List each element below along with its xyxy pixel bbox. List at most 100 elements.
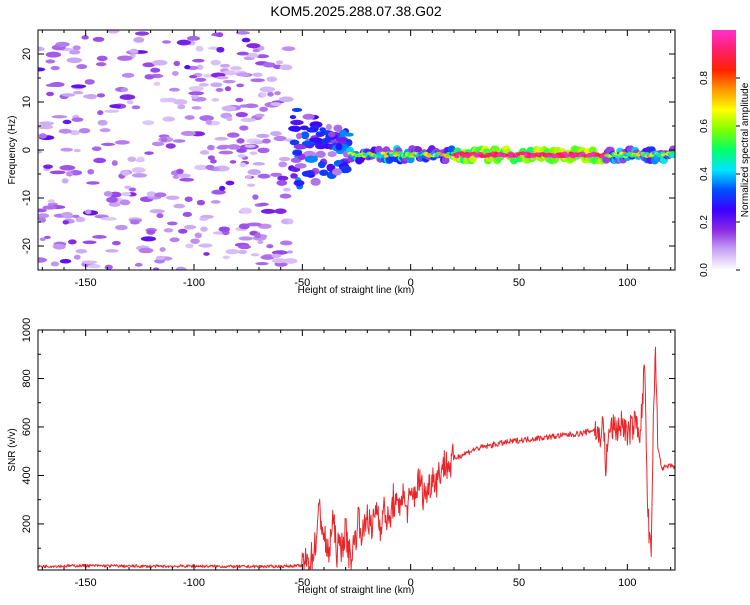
spectrogram-cell [130,220,140,225]
spectrogram-cell [93,157,107,164]
spectrogram-cell [280,240,293,246]
spectrogram-cell [149,209,165,214]
spectrogram-cell [95,62,107,67]
spectrogram-cell [155,255,165,261]
spectrogram-cell [134,262,143,267]
spectrogram-cell [222,255,231,260]
spectrogram-cell [235,111,248,118]
spectrogram-cell [262,62,276,68]
spectrogram-cell [68,50,81,55]
spectrogram-cell [39,217,46,223]
spectrogram-cell [108,201,121,207]
spectrogram-cell [216,76,229,80]
spectrogram-cell [198,243,213,248]
spectrogram-cell [186,35,201,41]
spectrogram-cell [306,127,318,133]
spectrogram-cell [459,151,465,155]
spectrogram-cell [291,107,303,112]
spectrogram-cell [210,82,223,88]
spectrogram-ylabel: Frequency (Hz) [7,116,18,185]
spectrogram-cell [49,81,65,88]
spectrogram-cell [244,103,259,109]
spectrogram-cell [156,213,164,219]
spectrogram-cell [260,208,276,214]
spectrogram-cell [238,249,248,255]
spectrogram-cell [267,91,274,97]
spectrogram-cell [59,165,76,171]
spectrogram-cell [281,46,296,52]
snr-xlabel: Height of straight line (km) [298,585,415,596]
x-tick-label: -100 [183,277,205,289]
y-tick-label: 20 [21,48,33,60]
spectrogram-cell [195,45,204,52]
spectrogram-cell [203,73,214,78]
spectrogram-cell [173,203,186,209]
spectrogram-cell [184,115,195,120]
spectrogram-cell [81,260,98,265]
spectrogram-cell [146,191,157,197]
spectrogram-cell [198,83,209,87]
spectrogram-cell [185,243,194,249]
x-tick-label: -50 [294,577,310,589]
spectrogram-cell [260,92,267,98]
spectrogram-cell [194,164,208,171]
spectrogram-cell [39,237,46,242]
spectrogram-cell [71,214,80,218]
x-tick-label: 100 [618,277,636,289]
spectrogram-cell [224,86,232,92]
spectrogram-cell [272,258,287,264]
spectrogram-cell [235,97,244,103]
spectrogram-cell [257,240,264,244]
spectrogram-cell [250,78,265,83]
spectrogram-cell [38,46,45,52]
spectrogram-cell [218,226,230,232]
spectrogram-cell [162,40,171,44]
spectrogram-cell [184,224,197,230]
spectrogram-cell [270,172,283,177]
snr-axes: -150 -100 -50 0 50 100 200 400 600 800 1000 [21,318,675,589]
spectrogram-cell [138,247,154,254]
spectrogram-cell [315,150,326,158]
spectrogram-cell [218,185,226,191]
spectrogram-plot [38,30,675,270]
spectrogram-cell [229,160,237,164]
spectrogram-cell [255,54,270,59]
spectrogram-cell [105,249,119,253]
spectrogram-cell [210,59,221,66]
spectrogram-cell [51,115,68,119]
spectrogram-cell [101,142,116,146]
spectrogram-cell [447,145,456,154]
spectrogram-cell [276,179,288,186]
y-tick-label: 10 [21,96,33,108]
spectrogram-cell [279,193,292,199]
spectrogram-cell [66,171,74,177]
y-tick-label: 0 [21,147,33,153]
spectrogram-cell [310,178,321,186]
spectrogram-cell [38,67,46,72]
spectrogram-cell [69,129,80,136]
spectrogram-cell [192,58,205,63]
spectrogram-cell [39,121,54,126]
spectrogram-cell [160,137,168,143]
y-tick-label: -20 [21,238,33,254]
spectrogram-cell [238,236,254,241]
spectrogram-cell [261,138,271,144]
spectrogram-cell [180,130,196,136]
spectrogram-cell [178,228,188,234]
spectrogram-cell [75,248,88,254]
spectrogram-cell [270,102,282,107]
spectrogram-cell [188,91,205,96]
spectrogram-cell [111,160,118,167]
spectrogram-cell [205,119,212,125]
spectrogram-cell [100,216,117,221]
spectrogram-cell [104,264,113,270]
spectrogram-cell [72,91,84,95]
spectrogram-cell [72,45,81,51]
spectrogram-cell [246,183,256,187]
spectrogram-cell [199,217,209,221]
spectrogram-cell [238,223,250,230]
spectrogram-cell [165,195,180,200]
spectrogram-cell [252,48,260,53]
colorbar-tick-label: 0.8 [699,71,710,85]
